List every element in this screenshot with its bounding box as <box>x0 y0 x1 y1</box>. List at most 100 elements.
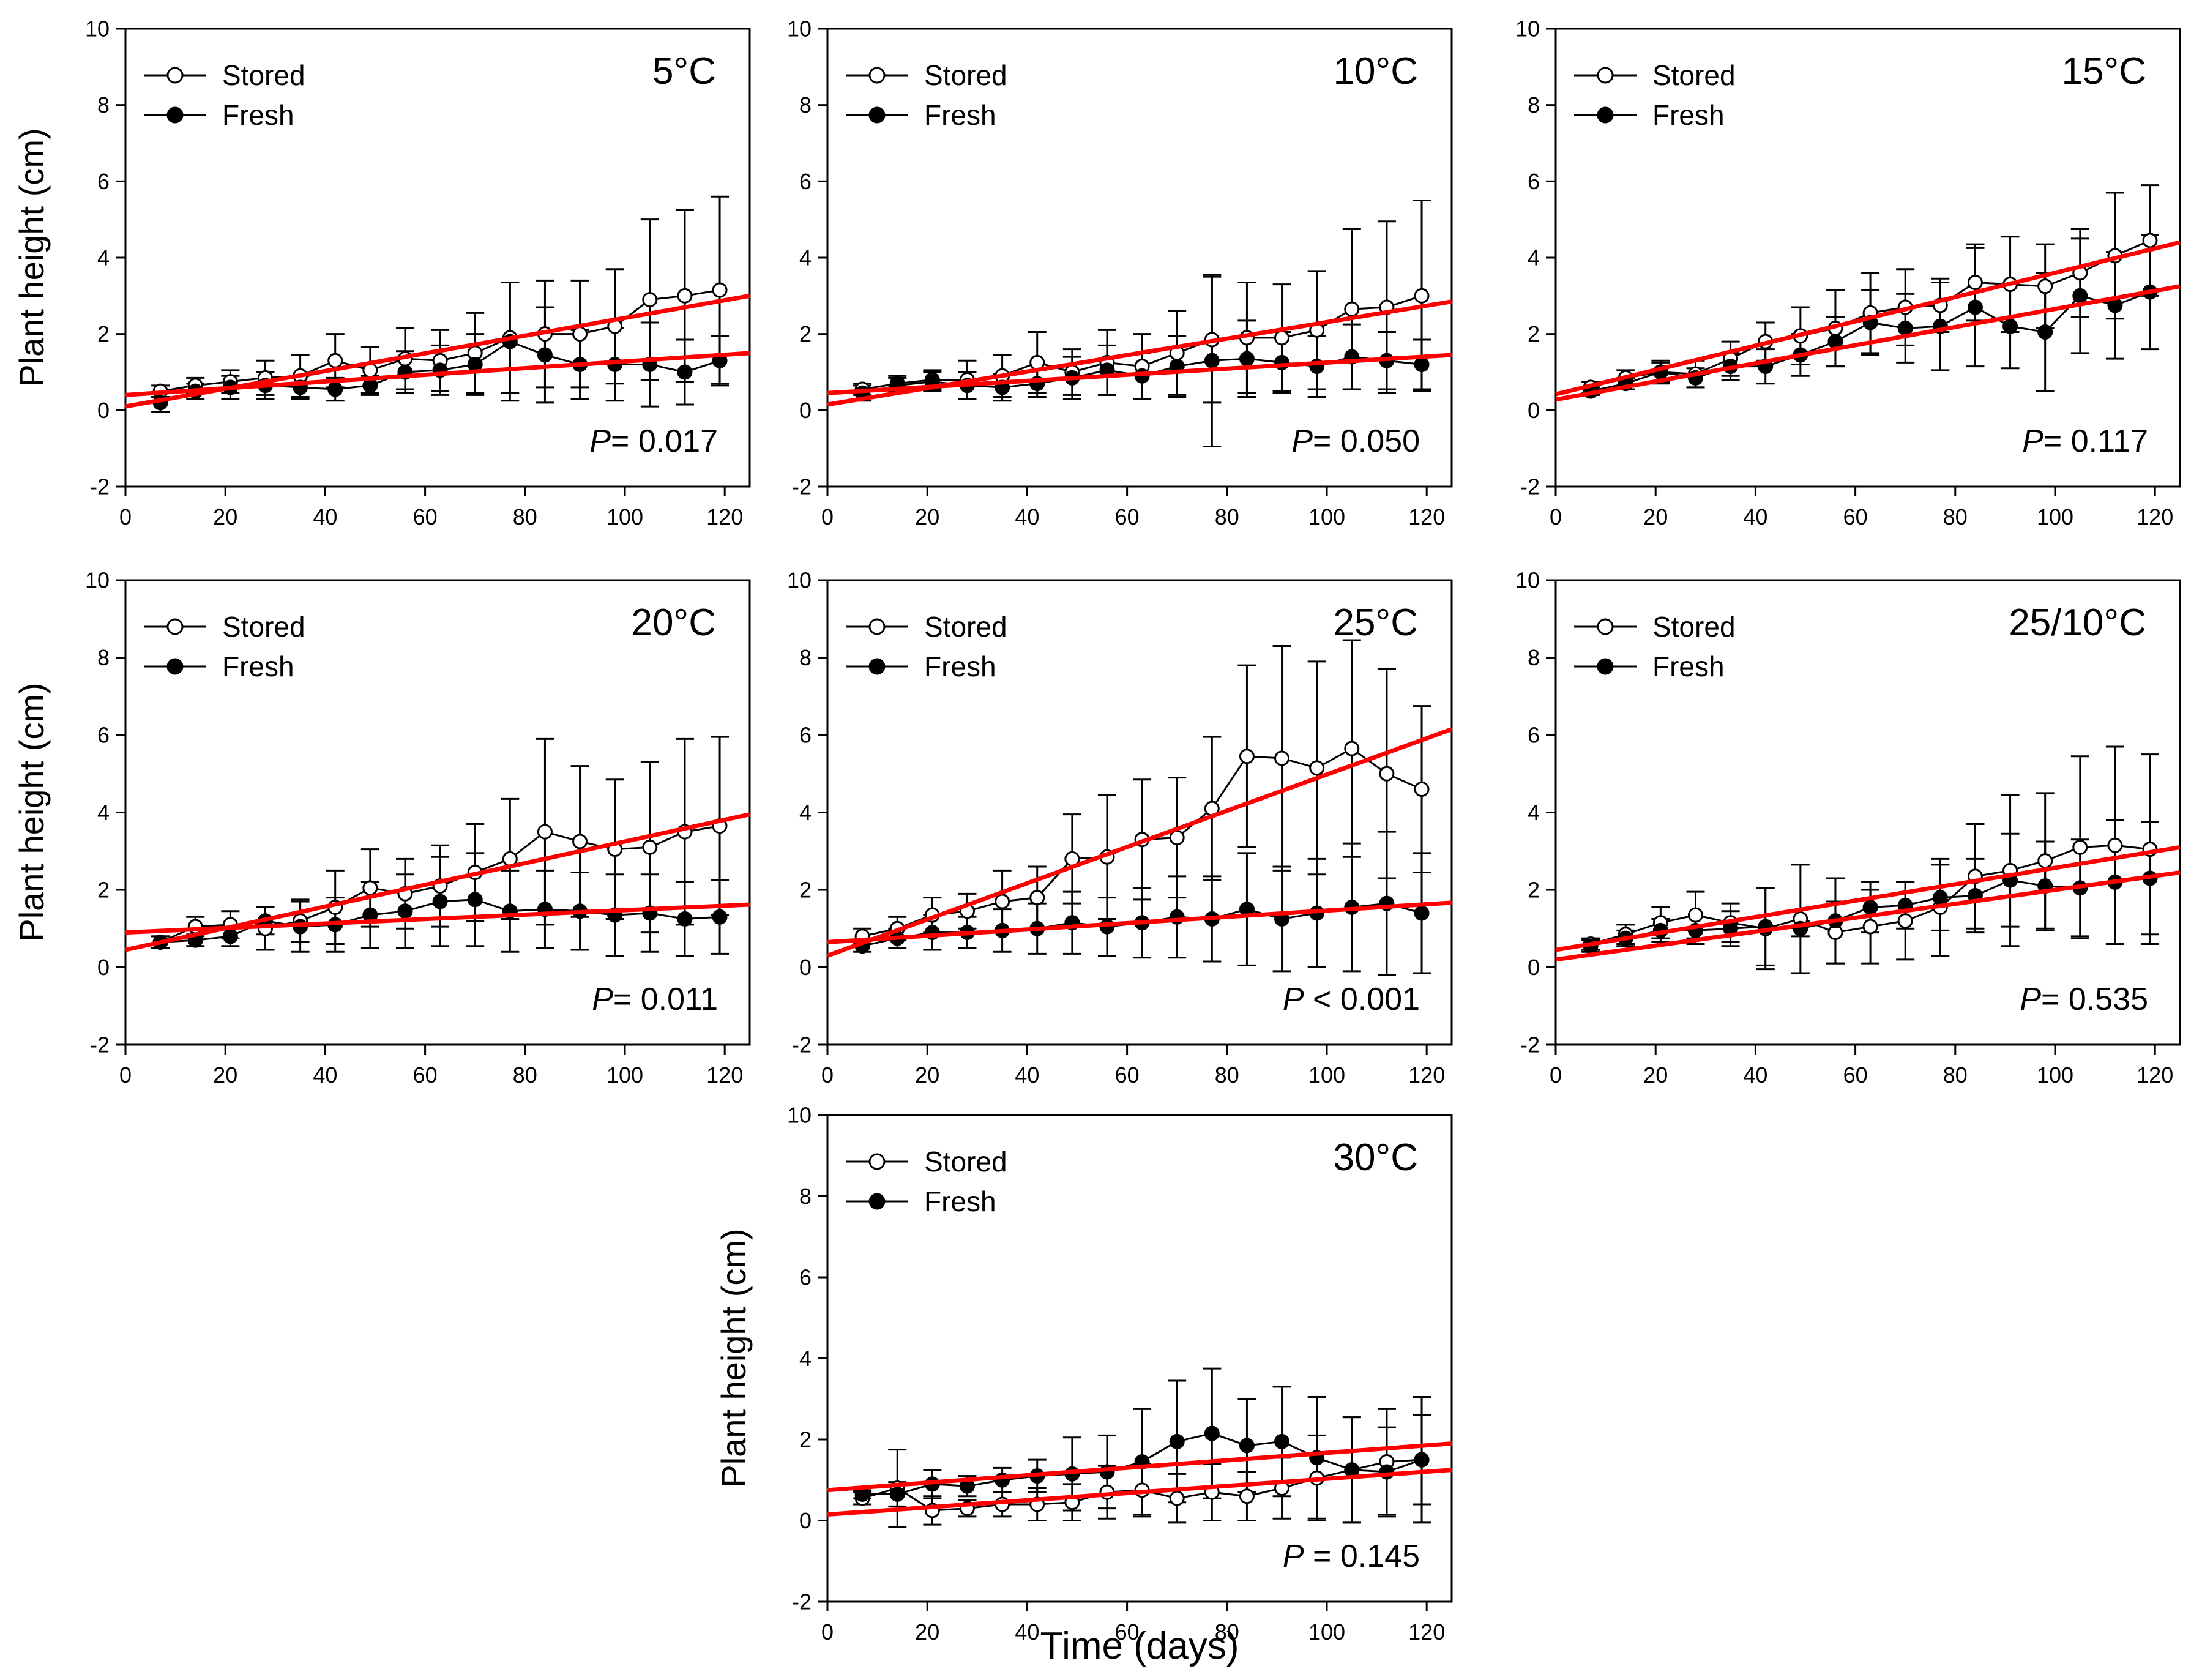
x-tick-label: 20 <box>1643 504 1668 529</box>
regression-line-stored <box>827 1468 1452 1517</box>
y-tick-label: 4 <box>799 800 812 825</box>
legend: Stored Fresh <box>846 59 1007 131</box>
plot-frame <box>826 1114 1453 1603</box>
p-value: P= 0.535 <box>2020 982 2148 1017</box>
y-tick-label: 2 <box>1528 321 1540 346</box>
y-tick-label: 6 <box>97 723 110 748</box>
error-bars-stored <box>1581 745 2160 974</box>
legend: Stored Fresh <box>1574 59 1736 131</box>
x-tick-label: 120 <box>2137 504 2173 529</box>
y-tick-label: 2 <box>799 1427 812 1452</box>
y-tick-label: 10 <box>85 568 110 593</box>
x-tick-label: 100 <box>2037 1062 2073 1088</box>
regression-line-stored <box>826 727 1453 958</box>
x-tick-label: 60 <box>1115 504 1140 529</box>
legend: Stored Fresh <box>846 1146 1007 1217</box>
y-tick-label: 0 <box>799 955 812 980</box>
panel-title: 25/10°C <box>2009 602 2146 644</box>
y-tick-label: 6 <box>799 169 812 194</box>
x-axis: 0 20 40 60 80 100 120 <box>1550 1045 2173 1088</box>
y-tick-label: -2 <box>792 1032 812 1058</box>
x-tick-label: 40 <box>313 1062 337 1088</box>
x-tick-label: 0 <box>1550 1062 1562 1088</box>
p-value: P = 0.145 <box>1283 1539 1420 1574</box>
y-axis: -2 0 2 4 6 8 10 <box>1515 568 1556 1058</box>
x-tick-label: 80 <box>1943 504 1968 529</box>
filled-circle-icon <box>1597 106 1614 124</box>
y-axis: -2 0 2 4 6 8 10 <box>787 1103 827 1615</box>
x-tick-label: 60 <box>1115 1619 1140 1645</box>
x-tick-label: 20 <box>213 504 237 529</box>
legend-label-stored: Stored <box>1652 611 1736 643</box>
y-tick-label: 10 <box>787 17 812 42</box>
x-tick-label: 80 <box>1943 1062 1968 1088</box>
y-tick-label: 10 <box>1515 568 1540 593</box>
x-tick-label: 60 <box>1843 1062 1868 1088</box>
open-circle-icon <box>868 1153 886 1170</box>
x-tick-label: 20 <box>915 1619 939 1645</box>
y-tick-label: 6 <box>1528 723 1540 748</box>
legend-label-fresh: Fresh <box>924 1185 996 1217</box>
x-tick-label: 120 <box>2137 1062 2173 1088</box>
y-tick-label: 2 <box>799 878 812 903</box>
y-tick-label: 8 <box>799 92 812 118</box>
x-tick-label: 60 <box>413 1062 438 1088</box>
y-tick-label: 6 <box>1528 169 1540 194</box>
y-tick-label: -2 <box>90 1032 110 1058</box>
regression-line-fresh <box>1555 870 2181 962</box>
p-value: P < 0.001 <box>1283 982 1420 1017</box>
legend-label-fresh: Fresh <box>222 651 294 682</box>
panel-title: 15°C <box>2061 50 2146 92</box>
x-tick-label: 80 <box>1215 1062 1239 1088</box>
regression-line-stored <box>1555 845 2181 952</box>
x-tick-label: 20 <box>915 504 939 529</box>
y-tick-label: 4 <box>1528 245 1540 271</box>
y-tick-label: 4 <box>97 800 110 825</box>
x-tick-label: 80 <box>513 1062 537 1088</box>
filled-circle-icon <box>166 106 184 124</box>
x-tick-label: 0 <box>821 504 834 529</box>
plot-frame <box>826 28 1453 488</box>
x-tick-label: 40 <box>1015 504 1039 529</box>
filled-circle-icon <box>868 106 886 124</box>
legend-label-fresh: Fresh <box>1652 99 1725 131</box>
x-tick-label: 40 <box>1015 1619 1039 1645</box>
x-tick-label: 60 <box>1843 504 1868 529</box>
legend-label-stored: Stored <box>924 59 1007 91</box>
p-value: P= 0.011 <box>592 982 718 1017</box>
y-tick-label: 10 <box>787 1103 812 1128</box>
plot-frame <box>1554 579 2181 1046</box>
y-tick-label: -2 <box>792 474 812 499</box>
open-circle-icon <box>166 618 184 635</box>
x-axis: 0 20 40 60 80 100 120 <box>821 1602 1445 1645</box>
x-tick-label: 100 <box>606 504 643 529</box>
panel-title: 20°C <box>631 602 716 644</box>
y-tick-label: -2 <box>1520 474 1540 499</box>
y-axis: -2 0 2 4 6 8 10 <box>787 568 827 1058</box>
x-tick-label: 100 <box>1308 1619 1345 1645</box>
y-tick-label: 2 <box>1528 878 1540 903</box>
panel-title: 30°C <box>1333 1137 1418 1179</box>
y-tick-label: 0 <box>1528 398 1540 423</box>
x-axis-label: Time (days) <box>1040 1625 1239 1667</box>
y-tick-label: 4 <box>97 245 110 271</box>
open-circle-icon <box>166 67 184 84</box>
y-tick-label: 6 <box>97 169 110 194</box>
x-tick-label: 0 <box>1550 504 1562 529</box>
legend-label-fresh: Fresh <box>222 99 294 131</box>
x-tick-label: 20 <box>1643 1062 1668 1088</box>
x-tick-label: 0 <box>821 1062 834 1088</box>
plot-frame <box>124 579 751 1046</box>
legend-label-stored: Stored <box>924 1146 1007 1178</box>
y-tick-label: 0 <box>799 1508 812 1533</box>
legend-label-stored: Stored <box>924 611 1007 643</box>
x-tick-label: 60 <box>413 504 438 529</box>
filled-circle-icon <box>868 658 886 675</box>
x-tick-label: 100 <box>606 1062 643 1088</box>
y-axis: -2 0 2 4 6 8 10 <box>85 17 125 499</box>
x-tick-label: 120 <box>1408 1062 1445 1088</box>
x-tick-label: 0 <box>119 504 132 529</box>
